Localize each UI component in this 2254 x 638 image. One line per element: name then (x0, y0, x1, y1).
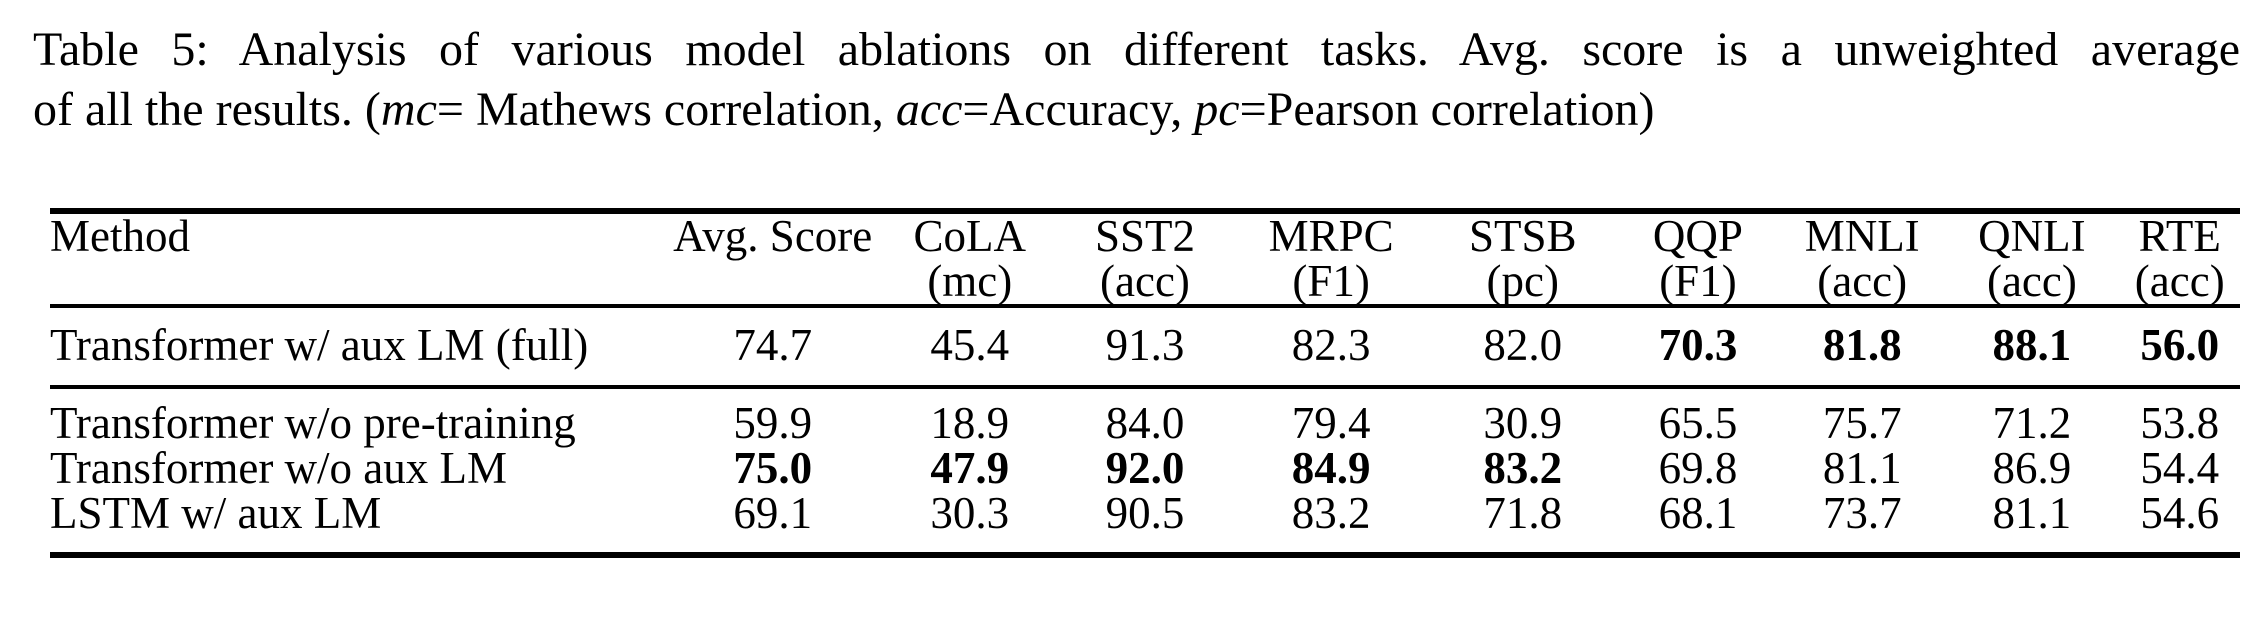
row-group: Transformer w/ aux LM (full) 74.7 45.4 91.3… (50, 306, 2240, 389)
value-cell: 83.2 (1483, 443, 1563, 493)
column-metric-qqp: (F1) (1615, 259, 1781, 308)
value-cell: 71.2 (1992, 398, 2072, 448)
value-cell: 83.2 (1291, 488, 1371, 538)
table-row-transformer-w-aux-lm-full: Transformer w/ aux LM (full) 74.7 45.4 91.3… (50, 306, 2240, 389)
column-metric-cola: (mc) (882, 259, 1058, 308)
method-cell: LSTM w/ aux LM (50, 488, 382, 538)
value-cell: 75.7 (1822, 398, 1902, 448)
column-metric-mnli: (acc) (1780, 259, 1945, 308)
value-cell: 18.9 (930, 398, 1010, 448)
column-metric-rte: (acc) (2119, 259, 2240, 308)
column-metric-qnli: (acc) (1944, 259, 2120, 308)
table-caption: Table 5: Analysis of various model ablat… (33, 20, 2240, 140)
header-name-row: Method Avg. Score CoLA SST2 MRPC STSB QQP MNLI… (50, 211, 2240, 308)
caption-line-1: Table 5: Analysis of various model ablat… (33, 23, 2240, 76)
column-metric-sst2: (acc) (1057, 259, 1233, 308)
value-cell: 65.5 (1658, 398, 1738, 448)
column-header-avg-score: Avg. Score (673, 211, 873, 261)
value-cell: 90.5 (1105, 488, 1185, 538)
caption-pc-abbrev: pc (1194, 83, 1240, 136)
value-cell: 91.3 (1057, 306, 1233, 389)
column-header-cola: CoLA (913, 211, 1027, 261)
value-cell: 56.0 (2119, 306, 2240, 389)
value-cell: 53.8 (2140, 398, 2220, 448)
column-header-qnli: QNLI (1978, 211, 2086, 261)
value-cell: 82.0 (1429, 306, 1616, 389)
value-cell: 74.7 (663, 306, 883, 389)
value-cell: 70.3 (1615, 306, 1781, 389)
row-group: Transformer w/o pre-training 59.9 18.9 84.0… (50, 387, 2240, 555)
value-cell: 82.3 (1232, 306, 1430, 389)
caption-mc-abbrev: mc (380, 83, 437, 136)
value-cell: 81.1 (1822, 443, 1902, 493)
value-cell: 71.8 (1483, 488, 1563, 538)
table-header: Method Avg. Score CoLA SST2 MRPC STSB QQP MNLI… (50, 211, 2240, 308)
column-metric-mrpc: (F1) (1232, 259, 1430, 308)
table-row-lstm-w-aux-lm: LSTM w/ aux LM 69.1 30.3 90.5 83.2 71.8 68.1 73… (50, 491, 2240, 555)
value-cell: 69.1 (733, 488, 813, 538)
column-header-mnli: MNLI (1804, 211, 1920, 261)
value-cell: 79.4 (1291, 398, 1371, 448)
method-cell: Transformer w/o pre-training (50, 398, 576, 448)
value-cell: 84.0 (1105, 398, 1185, 448)
value-cell: 88.1 (1944, 306, 2120, 389)
value-cell: 54.4 (2140, 443, 2220, 493)
column-header-method: Method (50, 211, 664, 308)
value-cell: 81.8 (1780, 306, 1945, 389)
value-cell: 73.7 (1822, 488, 1902, 538)
value-cell: 47.9 (930, 443, 1010, 493)
value-cell: 68.1 (1658, 488, 1738, 538)
value-cell: 69.8 (1658, 443, 1738, 493)
value-cell: 92.0 (1105, 443, 1185, 493)
header-metric-row: (mc) (acc) (F1) (pc) (F1) (acc) (acc) (acc) (50, 259, 2240, 308)
caption-line-2: of all the results. (mc= Mathews correla… (33, 80, 2240, 140)
value-cell: 59.9 (733, 398, 813, 448)
value-cell: 81.1 (1992, 488, 2072, 538)
caption-mc-definition: = Mathews correlation, (436, 83, 896, 136)
ablation-table: Method Avg. Score CoLA SST2 MRPC STSB QQP MNLI… (50, 208, 2240, 558)
value-cell: 84.9 (1291, 443, 1371, 493)
value-cell: 30.3 (930, 488, 1010, 538)
value-cell: 30.9 (1483, 398, 1563, 448)
value-cell: 54.6 (2140, 488, 2220, 538)
method-cell: Transformer w/o aux LM (50, 443, 508, 493)
value-cell: 86.9 (1992, 443, 2072, 493)
column-header-sst2: SST2 (1094, 211, 1195, 261)
method-cell: Transformer w/ aux LM (full) (50, 306, 664, 389)
table-row-transformer-w-o-aux-lm: Transformer w/o aux LM 75.0 47.9 92.0 84.9 83… (50, 446, 2240, 491)
caption-acc-definition: =Accuracy, (962, 83, 1195, 136)
table-row-transformer-w-o-pre-training: Transformer w/o pre-training 59.9 18.9 84.0… (50, 387, 2240, 446)
column-header-rte: RTE (2138, 211, 2221, 261)
caption-pc-definition: =Pearson correlation) (1239, 83, 1655, 136)
column-header-qqp: QQP (1652, 211, 1743, 261)
value-cell: 45.4 (882, 306, 1058, 389)
column-header-stsb: STSB (1468, 211, 1577, 261)
column-metric-avg-score (663, 259, 883, 308)
column-header-mrpc: MRPC (1268, 211, 1394, 261)
column-metric-stsb: (pc) (1429, 259, 1616, 308)
value-cell: 75.0 (733, 443, 813, 493)
caption-line2-text: of all the results. ( (33, 83, 381, 136)
caption-acc-abbrev: acc (895, 83, 963, 136)
